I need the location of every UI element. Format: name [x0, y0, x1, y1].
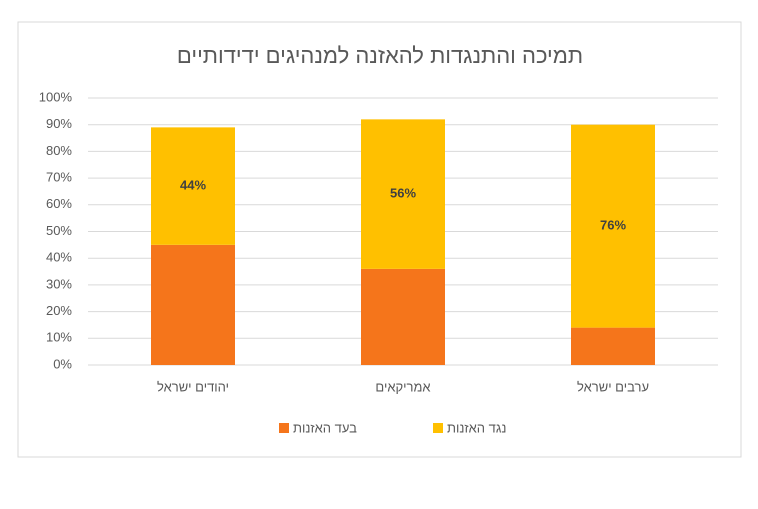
y-tick-label: 10%	[46, 330, 72, 345]
legend-label: בעד האזנות	[293, 420, 357, 435]
x-tick-label: ערבים ישראל	[577, 379, 649, 394]
y-tick-label: 90%	[46, 116, 72, 131]
y-tick-label: 40%	[46, 250, 72, 265]
y-tick-label: 100%	[39, 89, 73, 104]
legend-swatch	[433, 423, 443, 433]
y-tick-label: 60%	[46, 196, 72, 211]
legend-swatch	[279, 423, 289, 433]
data-label: 44%	[180, 178, 206, 193]
data-label: 76%	[600, 218, 626, 233]
y-tick-label: 50%	[46, 223, 72, 238]
bar-segment	[571, 327, 655, 365]
chart-title: תמיכה והתנגדות להאזנה למנהיגים ידידותיים	[177, 43, 583, 68]
bar-segment	[151, 127, 235, 245]
legend-label: נגד האזנות	[447, 420, 506, 435]
x-tick-label: יהודים ישראל	[157, 379, 229, 394]
data-label: 56%	[390, 186, 416, 201]
x-tick-label: אמריקאים	[375, 379, 430, 394]
y-tick-label: 70%	[46, 170, 72, 185]
y-tick-label: 20%	[46, 303, 72, 318]
bar-segment	[151, 244, 235, 365]
bar-segment	[571, 124, 655, 328]
y-tick-label: 0%	[53, 356, 72, 371]
y-tick-label: 30%	[46, 276, 72, 291]
bar-segment	[361, 119, 445, 269]
bar-segment	[361, 268, 445, 365]
y-tick-label: 80%	[46, 143, 72, 158]
